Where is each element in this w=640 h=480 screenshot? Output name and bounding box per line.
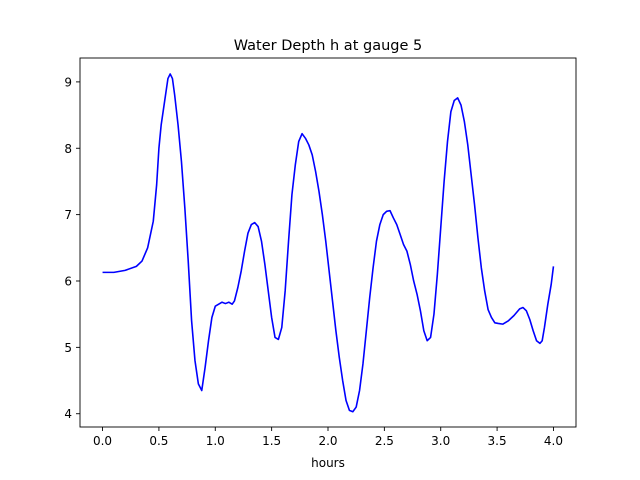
plot-area: 0.0 0.5 1.0 1.5 2.0 2.5 3.0 3.5 4.0 4 5 6 7 8 9 xyxy=(64,57,577,448)
x-tick-label: 2.0 xyxy=(318,434,337,448)
chart-title: Water Depth h at gauge 5 xyxy=(234,38,422,54)
axes-frame xyxy=(79,57,577,428)
y-tick-label: 5 xyxy=(64,341,72,355)
x-tick-label: 3.0 xyxy=(431,434,450,448)
y-tick-label: 7 xyxy=(64,208,72,222)
x-tick-label: 0.0 xyxy=(93,434,112,448)
series-line-0 xyxy=(102,73,555,413)
y-tick-label: 8 xyxy=(64,142,72,156)
x-axis-label: hours xyxy=(311,456,345,470)
x-tick-label: 3.5 xyxy=(488,434,507,448)
x-tick-label: 2.5 xyxy=(375,434,394,448)
x-tick-label: 4.0 xyxy=(544,434,563,448)
x-tick-label: 1.5 xyxy=(262,434,281,448)
x-tick-label: 0.5 xyxy=(149,434,168,448)
y-tick-label: 4 xyxy=(64,407,72,421)
y-tick-label: 6 xyxy=(64,274,72,288)
y-tick-label: 9 xyxy=(64,75,72,89)
x-tick-label: 1.0 xyxy=(206,434,225,448)
